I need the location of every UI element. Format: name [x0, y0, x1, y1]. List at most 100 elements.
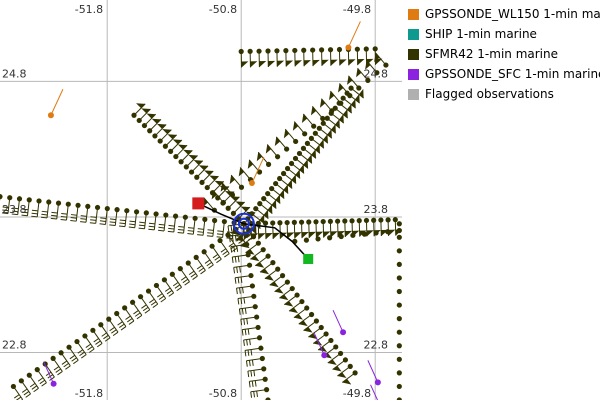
wind-barb-staff — [170, 139, 183, 152]
wind-barb-feather — [134, 312, 141, 317]
wind-barb-staff — [322, 122, 337, 134]
wind-barb-feather — [216, 233, 223, 235]
wind-barb-staff — [133, 103, 146, 116]
sfmr-point — [133, 209, 140, 215]
wind-barb-feather — [41, 213, 48, 216]
legend-item-sfc[interactable]: GPSSONDE_SFC 1-min marine — [408, 64, 600, 84]
wind-barb-flag — [316, 231, 324, 238]
legend-item-ship[interactable]: SHIP 1-min marine — [408, 24, 600, 44]
wind-barb-feather — [214, 256, 220, 261]
wind-barb-feather — [29, 382, 36, 388]
wind-barb-flag — [347, 103, 352, 114]
wind-barb-staff — [179, 268, 190, 282]
wind-barb-feather — [71, 357, 77, 362]
wind-barb-flag — [211, 190, 217, 200]
wind-barb-feather — [244, 350, 247, 357]
sfmr-point — [396, 356, 402, 362]
wind-barb-flag — [274, 136, 281, 146]
wind-barb-flag — [229, 175, 236, 185]
wind-barb-feather — [126, 318, 133, 323]
wind-barb-staff — [171, 273, 182, 288]
wind-barb-feather — [79, 351, 85, 357]
wind-barb-staff — [259, 203, 273, 214]
observation-tracks — [0, 46, 402, 400]
wind-barb-flag — [247, 159, 254, 169]
wind-barb-staff — [28, 374, 39, 389]
wind-barb-staff — [203, 251, 214, 266]
wind-barb-flag — [250, 61, 258, 68]
wind-barb-flag — [318, 346, 328, 353]
wind-barb-staff — [116, 313, 127, 327]
wind-barb-flag — [258, 233, 266, 240]
wind-barb-flag — [343, 108, 348, 119]
wind-barb-staff — [149, 119, 162, 132]
wind-barb-staff — [12, 386, 24, 400]
wind-barb-feather — [212, 253, 219, 259]
map-panel[interactable]: -51.8 -51.8 -50.8 -50.8 -49.8 -49.8 24.8 24.8 23… — [0, 0, 402, 400]
wind-barb-feather — [233, 267, 236, 274]
sfmr-point — [385, 229, 391, 235]
wind-barb-flag — [214, 180, 224, 186]
wind-barb-staff — [36, 369, 47, 383]
wind-barb-flag — [250, 255, 260, 262]
wind-barb-staff — [27, 199, 30, 216]
sfmr-point — [327, 235, 333, 241]
circle-target-icon — [232, 212, 255, 235]
wind-barb-flag — [292, 121, 299, 131]
wind-barb-flag — [263, 209, 269, 219]
sfmr-point — [291, 219, 297, 225]
tick-labels: -51.8 -51.8 -50.8 -50.8 -49.8 -49.8 24.8 24.8 23… — [2, 3, 388, 400]
wind-barb-feather — [243, 297, 246, 304]
sfmr-point — [65, 201, 71, 207]
wind-barb-flag — [272, 232, 280, 239]
wind-barb-flag — [335, 118, 340, 129]
wind-barb-feather — [119, 219, 126, 222]
wind-barb-feather — [85, 343, 91, 348]
wind-barb-flag — [339, 59, 347, 66]
wind-barb-feather — [150, 301, 157, 306]
wind-barb-staff — [348, 75, 360, 89]
wind-barb-feather — [51, 214, 58, 217]
wind-barb-feather — [129, 220, 136, 223]
lon-tick-label-top: -51.8 — [75, 3, 103, 16]
wind-barb-flag — [303, 159, 309, 169]
wind-barb-feather — [240, 298, 243, 305]
legend-item-flagged[interactable]: Flagged observations — [408, 84, 600, 104]
sfmr-point — [85, 203, 91, 209]
legend-label-flagged: Flagged observations — [425, 87, 554, 101]
legend-item-wl150[interactable]: GPSSONDE_WL150 1-min mar — [408, 4, 600, 24]
wind-barb-feather — [89, 222, 96, 224]
wind-barb-feather — [157, 293, 163, 298]
wind-barb-staff — [332, 359, 346, 370]
wind-barb-feather — [234, 277, 237, 284]
legend-item-sfmr[interactable]: SFMR42 1-min marine — [408, 44, 600, 64]
wind-barb-staff — [92, 330, 103, 344]
wind-barb-feather — [240, 276, 243, 283]
wind-barb-staff — [230, 243, 247, 248]
wind-barb-flag — [301, 231, 309, 239]
wind-barb-staff — [95, 207, 99, 224]
wind-barb-flag — [323, 134, 328, 144]
wind-barb-flag — [146, 113, 156, 119]
wind-barb-feather — [241, 287, 244, 294]
wind-barb-flag — [301, 113, 308, 124]
wind-barb-staff — [163, 279, 175, 294]
sfmr-point — [361, 231, 368, 237]
wind-barb-feather — [31, 385, 38, 390]
wind-barb-flag — [277, 60, 285, 67]
sfmr-top-north — [238, 46, 383, 68]
wind-barb-flag — [295, 169, 301, 179]
wind-barb-feather — [234, 235, 237, 242]
wind-barb-staff — [60, 352, 71, 367]
wind-barb-staff — [108, 318, 119, 333]
wind-barb-staff — [44, 363, 55, 378]
wind-barb-flag — [330, 231, 338, 238]
wind-barb-flag — [256, 152, 263, 162]
wind-barb-feather — [40, 216, 48, 219]
wind-barb-flag — [308, 333, 318, 340]
sfmr-leg-east — [241, 217, 402, 240]
map-plot[interactable]: -51.8 -51.8 -50.8 -50.8 -49.8 -49.8 24.8 24.8 23… — [0, 0, 402, 400]
wind-barb-feather — [13, 394, 20, 399]
wind-barb-staff — [307, 142, 321, 154]
sfmr-point — [75, 202, 81, 208]
